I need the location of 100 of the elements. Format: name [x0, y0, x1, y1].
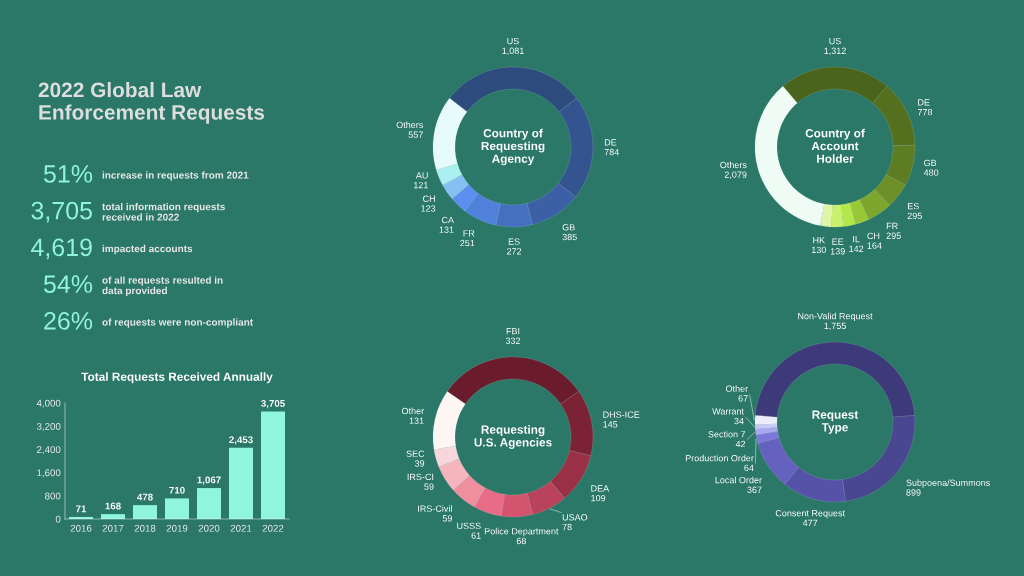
text: impacted accounts — [102, 244, 193, 255]
slice-label: ES — [508, 238, 520, 245]
slice-label: DHS-ICE — [603, 411, 640, 418]
bar — [261, 411, 285, 519]
data-label: 61 — [471, 532, 481, 539]
y-tick-label: 4,000 — [36, 399, 61, 408]
bar — [101, 514, 125, 519]
slice-label: Local Order — [715, 476, 762, 484]
data-label: 478 — [137, 493, 153, 501]
text: 3,705 — [31, 201, 92, 223]
data-label: 121 — [414, 181, 428, 189]
text: Country of Requesting Agency — [481, 128, 545, 166]
slice-label: Others — [720, 161, 747, 169]
bar — [69, 516, 93, 519]
data-label: 42 — [735, 440, 746, 448]
data-label: 39 — [414, 460, 425, 467]
slice-label: Section 7 — [708, 430, 746, 438]
slice-label: IRS-Civil — [418, 505, 452, 512]
data-label: 1,312 — [824, 47, 846, 56]
data-label: 168 — [105, 502, 121, 510]
text: increase in requests from 2021 — [102, 171, 249, 181]
slice-label: CH — [867, 232, 880, 240]
bar — [197, 488, 221, 519]
slice-label: DE — [604, 139, 617, 146]
x-tick-label: 2019 — [166, 524, 188, 532]
text: Country of Account Holder — [805, 128, 865, 163]
slice-label: Production Order — [685, 454, 754, 462]
slice-label: USSS — [457, 522, 481, 530]
data-label: 3,705 — [261, 399, 285, 409]
text: 4,619 — [31, 238, 92, 260]
bar — [133, 505, 157, 519]
x-tick-label: 2020 — [198, 524, 220, 532]
y-tick-label: 800 — [45, 492, 61, 500]
slice-label: SEC — [406, 450, 425, 457]
slice-label: DE — [918, 99, 930, 106]
slice-label: EE — [832, 238, 844, 245]
slice-label: Warrant — [712, 408, 744, 415]
data-label: 145 — [603, 421, 618, 428]
data-label: 142 — [849, 245, 864, 252]
slice-label: HK — [813, 237, 825, 244]
bar — [229, 447, 253, 519]
slice-label: GB — [924, 159, 937, 167]
data-label: 67 — [738, 395, 748, 402]
slice-label: FR — [886, 222, 898, 230]
x-tick-label: 2021 — [230, 524, 252, 532]
slice-label: CH — [423, 195, 435, 202]
chart-title: Total Requests Received Annually — [81, 372, 273, 384]
text: 54% — [43, 275, 93, 293]
data-label: 59 — [424, 483, 434, 490]
data-label: 64 — [744, 464, 754, 472]
data-label: 2,079 — [724, 171, 747, 179]
data-label: 332 — [505, 337, 521, 345]
data-label: 164 — [867, 242, 882, 249]
slice-label: Subpoena/Summons — [906, 479, 990, 488]
slice-label: US — [507, 37, 519, 45]
data-label: 123 — [421, 205, 436, 212]
text: 26% — [44, 312, 93, 330]
x-tick-label: 2016 — [70, 524, 92, 532]
slice-label: AU — [415, 172, 428, 179]
data-label: 130 — [811, 246, 826, 254]
data-label: 131 — [439, 226, 454, 233]
y-tick-label: 2,400 — [37, 446, 61, 455]
x-tick-label: 2018 — [134, 524, 156, 532]
data-label: 557 — [408, 131, 423, 138]
y-tick-label: 0 — [55, 515, 61, 523]
data-label: 139 — [830, 248, 845, 255]
slice-label: USAO — [562, 514, 588, 521]
slice-label: IRS-CI — [407, 473, 434, 481]
slice-label: Other — [401, 407, 424, 415]
slice-label: IL — [853, 236, 860, 243]
slice-label: CA — [441, 216, 455, 224]
slice-label: Other — [725, 385, 748, 392]
data-label: 385 — [562, 233, 577, 241]
data-label: 367 — [747, 486, 762, 493]
data-label: 480 — [923, 169, 939, 176]
text: of all requests resulted in data provided — [102, 276, 223, 297]
data-label: 2,453 — [229, 436, 253, 445]
data-label: 68 — [516, 537, 526, 545]
text: Requesting U.S. Agencies — [474, 425, 552, 449]
data-label: 710 — [169, 486, 185, 494]
text: 2022 Global Law Enforcement Requests — [38, 82, 265, 124]
data-label: 477 — [802, 519, 818, 527]
slice-label: US — [829, 37, 841, 45]
slice-label: ES — [907, 202, 919, 210]
slice-label: GB — [562, 224, 575, 231]
slice-label: Others — [396, 121, 423, 129]
slice-label: Consent Request — [775, 510, 845, 519]
data-label: 1,755 — [824, 322, 846, 331]
text: total information requests received in 2022 — [102, 202, 225, 221]
text: of requests were non-compliant — [102, 318, 254, 328]
data-label: 131 — [409, 417, 424, 424]
x-tick-label: 2017 — [102, 524, 124, 532]
y-tick-label: 1,600 — [37, 469, 61, 478]
text: Request Type — [812, 410, 859, 434]
text: 51% — [43, 165, 93, 183]
slice-label: DEA — [591, 485, 610, 492]
slice-label: Non-Valid Request — [798, 312, 873, 322]
data-label: 109 — [591, 494, 606, 502]
x-tick-label: 2022 — [262, 524, 284, 532]
slice-label: Police Department — [484, 527, 559, 537]
